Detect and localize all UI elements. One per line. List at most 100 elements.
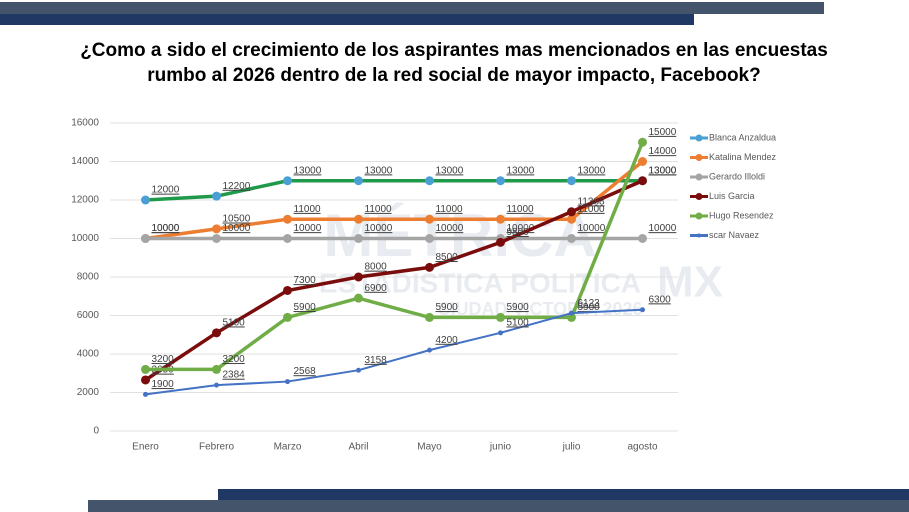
data-label: 13000: [436, 165, 464, 176]
data-label: 1900: [152, 379, 175, 390]
legend-label: Gerardo Illoldi: [709, 171, 765, 181]
marker: [354, 234, 363, 243]
data-label: 13000: [507, 165, 535, 176]
series-line: [145, 160, 644, 241]
marker: [354, 272, 363, 282]
marker: [425, 262, 434, 272]
y-tick-label: 12000: [71, 195, 99, 206]
data-label: 5900: [507, 302, 530, 313]
data-label: 10000: [507, 223, 535, 234]
data-label: 13000: [578, 165, 606, 176]
data-label: 10000: [294, 223, 322, 234]
marker: [141, 364, 150, 374]
data-label: 13000: [365, 165, 393, 176]
legend-marker: [697, 233, 701, 238]
marker: [567, 176, 576, 186]
bottom-bar-gray: [88, 500, 909, 512]
marker: [496, 312, 505, 322]
marker: [141, 195, 150, 205]
top-bar-blue: [0, 14, 694, 25]
marker: [638, 234, 647, 243]
marker: [212, 328, 221, 338]
y-tick-label: 4000: [77, 349, 100, 360]
data-label: 10000: [223, 223, 251, 234]
data-label: 12200: [223, 181, 251, 192]
data-label: 3158: [365, 355, 388, 366]
data-label: 11388: [578, 196, 606, 207]
data-label: 2384: [223, 370, 246, 381]
marker: [283, 285, 292, 295]
data-label: 5900: [578, 302, 601, 313]
data-label: 5100: [507, 317, 530, 328]
legend-marker: [695, 193, 703, 200]
marker: [569, 310, 574, 316]
marker: [285, 379, 290, 385]
data-label: 7300: [294, 275, 317, 286]
data-label: 10000: [436, 223, 464, 234]
data-label: 10000: [649, 223, 677, 234]
legend-label: Katalina Mendez: [709, 152, 777, 162]
legend-label: Hugo Resendez: [709, 210, 774, 220]
y-tick-label: 16000: [71, 118, 99, 129]
marker: [567, 214, 576, 224]
data-label: 5100: [223, 317, 246, 328]
marker: [283, 176, 292, 186]
y-tick-label: 10000: [71, 233, 99, 244]
data-label: 3200: [152, 354, 175, 365]
marker: [354, 176, 363, 186]
marker: [283, 234, 292, 243]
marker: [498, 330, 503, 336]
data-label: 6300: [649, 294, 672, 305]
marker: [214, 382, 219, 388]
marker: [283, 312, 292, 322]
data-label: 10500: [223, 214, 251, 225]
data-label: 10000: [152, 223, 180, 234]
top-bar-gray: [0, 2, 824, 14]
marker: [425, 312, 434, 322]
marker: [212, 364, 221, 374]
legend-marker: [695, 212, 703, 220]
marker: [425, 176, 434, 186]
series-line: [144, 179, 644, 382]
marker: [141, 375, 150, 385]
x-tick-label: julio: [562, 442, 581, 453]
data-label: 11000: [507, 204, 535, 215]
legend-marker: [695, 173, 703, 181]
x-tick-label: junio: [489, 442, 512, 453]
marker: [640, 307, 645, 313]
data-label: 12000: [152, 185, 180, 196]
data-label: 10000: [578, 223, 606, 234]
data-label: 6900: [365, 283, 388, 294]
legend-label: Luis Garcia: [709, 191, 755, 201]
y-tick-label: 8000: [77, 272, 100, 283]
x-tick-label: Enero: [132, 442, 159, 453]
data-label: 10000: [152, 223, 180, 234]
data-label: 13000: [649, 165, 677, 176]
series-line: [145, 179, 643, 202]
watermark: MX: [657, 258, 723, 307]
data-label: 4200: [436, 335, 459, 346]
chart-title: ¿Como a sido el crecimiento de los aspir…: [80, 40, 828, 61]
legend-label: scar Navaez: [709, 230, 760, 240]
data-label: 11000: [365, 204, 393, 215]
data-label: 6123: [578, 298, 601, 309]
data-label: 13000: [649, 165, 677, 176]
y-tick-label: 2000: [77, 387, 100, 398]
data-label: 5900: [436, 302, 459, 313]
x-tick-label: agosto: [627, 442, 657, 453]
marker: [425, 234, 434, 243]
series-line: [145, 308, 643, 396]
data-label: 13000: [294, 165, 322, 176]
y-tick-label: 14000: [71, 156, 99, 167]
marker: [638, 157, 647, 166]
data-label: 10000: [365, 223, 393, 234]
marker: [567, 234, 576, 243]
marker: [567, 207, 576, 217]
marker: [283, 214, 292, 224]
y-tick-label: 6000: [77, 310, 100, 321]
marker: [638, 137, 647, 147]
data-label: 8500: [436, 252, 459, 263]
data-label: 9800: [507, 227, 530, 238]
watermark: CIUDAD VICTORIA 2026: [437, 299, 642, 319]
